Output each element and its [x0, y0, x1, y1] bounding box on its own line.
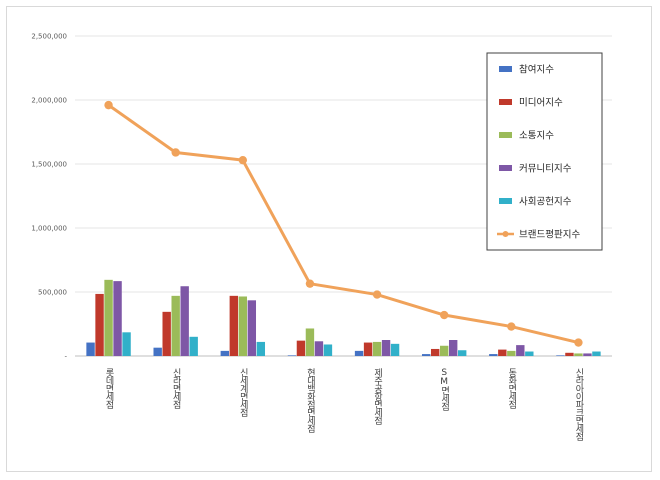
category-label: 롯데면세점 — [104, 368, 114, 409]
line-point — [372, 290, 382, 299]
y-tick-label: - — [64, 353, 67, 361]
bar — [296, 340, 306, 356]
bar — [574, 353, 583, 356]
bar — [556, 355, 565, 356]
bar — [390, 343, 400, 356]
bar — [498, 349, 507, 356]
legend-label: 커뮤니티지수 — [519, 164, 572, 175]
line-point — [238, 155, 248, 165]
bar — [354, 350, 364, 356]
category-label: 동화면세점 — [506, 368, 516, 409]
bar — [162, 311, 171, 356]
y-tick-label: 2,500,000 — [31, 33, 67, 41]
bar — [381, 340, 391, 356]
legend-label: 참여지수 — [519, 64, 554, 76]
bar — [180, 286, 189, 356]
bar — [421, 354, 431, 356]
bar — [565, 352, 574, 356]
y-tick-label: 500,000 — [38, 289, 67, 297]
bar — [516, 345, 525, 356]
bar — [314, 341, 324, 356]
bar — [592, 351, 601, 356]
legend-swatch — [499, 198, 512, 204]
bar — [489, 354, 498, 356]
bar — [86, 342, 95, 356]
series-line — [107, 103, 579, 345]
legend-label: 소통지수 — [519, 131, 554, 142]
legend-box — [486, 52, 603, 251]
bar — [153, 347, 162, 356]
bar — [256, 341, 266, 356]
bar — [229, 295, 239, 356]
legend-swatch — [499, 165, 512, 171]
bar — [583, 353, 592, 356]
bar — [95, 293, 104, 356]
line-point — [439, 310, 449, 320]
bar — [507, 350, 516, 356]
bar — [448, 340, 458, 356]
category-label: 신세계면세점 — [238, 368, 248, 417]
bar — [457, 350, 467, 356]
line-point — [171, 148, 180, 157]
category-label: SM면세점 — [439, 368, 449, 411]
bar — [363, 342, 373, 356]
bar — [439, 345, 449, 356]
category-label: 현대백화점면세점 — [305, 368, 315, 433]
bar — [113, 281, 122, 356]
y-tick-label: 2,000,000 — [31, 97, 67, 105]
bar — [171, 295, 180, 356]
legend-label: 사회공헌지수 — [519, 197, 572, 208]
legend-label: 미디어지수 — [519, 98, 563, 109]
bar — [247, 300, 257, 356]
bar — [122, 332, 131, 356]
bar — [287, 355, 297, 356]
bar — [372, 341, 382, 356]
legend-label: 브랜드평판지수 — [519, 230, 580, 241]
category-label: 신라아이파크면세점 — [573, 368, 583, 441]
bar — [525, 351, 534, 356]
bar — [323, 344, 333, 356]
line-point — [574, 338, 583, 347]
y-tick-label: 1,500,000 — [31, 161, 67, 169]
line-point — [507, 322, 516, 331]
legend-swatch — [499, 132, 512, 138]
category-label: 제주공항면세점 — [372, 368, 382, 425]
bar — [189, 336, 198, 356]
line-point — [305, 279, 315, 288]
bar — [238, 296, 248, 356]
category-label: 신라면세점 — [171, 368, 181, 409]
bar — [430, 348, 440, 356]
bar — [104, 279, 113, 356]
y-tick-label: 1,000,000 — [31, 225, 67, 233]
bar — [220, 350, 230, 356]
bar — [305, 328, 315, 356]
line-point — [104, 100, 113, 110]
legend-swatch — [499, 99, 512, 105]
legend-swatch — [499, 66, 512, 72]
legend-marker — [502, 231, 509, 237]
